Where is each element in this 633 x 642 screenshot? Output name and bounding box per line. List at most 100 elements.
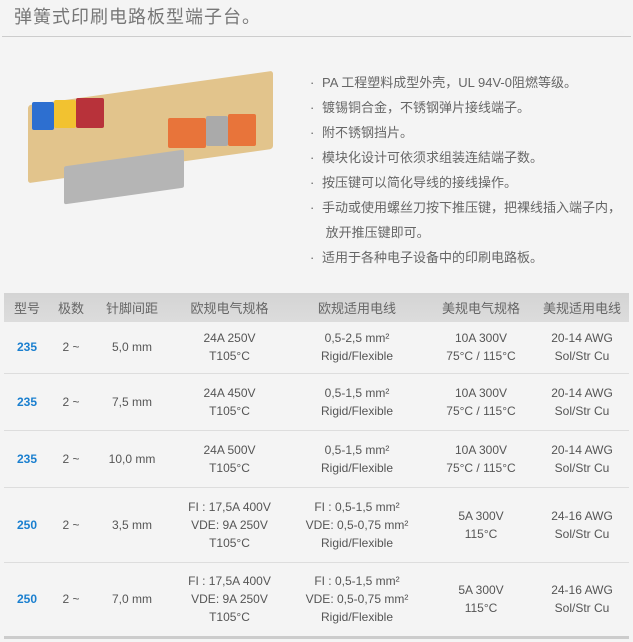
cell-line: Sol/Str Cu bbox=[554, 601, 610, 615]
cell-line: Rigid/Flexible bbox=[320, 349, 394, 364]
eu-spec-cell: FI : 17,5A 400V VDE: 9A 250V T105°C bbox=[172, 487, 287, 563]
cell-line: 0,5-2,5 mm² bbox=[324, 331, 390, 346]
eu-spec-cell: FI : 17,5A 400V VDE: 9A 250V T105°C bbox=[172, 562, 287, 639]
cell-line: Sol/Str Cu bbox=[554, 349, 610, 364]
cell-line: Sol/Str Cu bbox=[554, 403, 610, 418]
column-header: 极数 bbox=[50, 293, 92, 322]
cell-line: 24-16 AWG bbox=[551, 508, 613, 523]
cell-line: 10A 300V bbox=[454, 442, 508, 457]
cell-line: 0,5-1,5 mm² bbox=[324, 385, 390, 400]
cell-line: 10A 300V bbox=[454, 331, 508, 346]
cell-line: FI : 0,5-1,5 mm² bbox=[314, 499, 400, 514]
eu-wire-cell: 0,5-2,5 mm² Rigid/Flexible bbox=[287, 322, 427, 374]
cell-line: T105°C bbox=[209, 460, 250, 475]
cell-line: 20-14 AWG bbox=[551, 385, 613, 400]
pitch-cell: 10,0 mm bbox=[92, 430, 172, 488]
table-row: 250 2 ~3,5 mm FI : 17,5A 400V VDE: 9A 250V T… bbox=[4, 487, 629, 563]
cell-line: 24A 450V bbox=[203, 385, 256, 400]
feature-item: · 按压键可以简化导线的接线操作。 bbox=[310, 175, 518, 190]
cell-line: Sol/Str Cu bbox=[554, 460, 610, 475]
eu-wire-cell: 0,5-1,5 mm² Rigid/Flexible bbox=[287, 430, 427, 488]
feature-item: · 镀锡铜合金，不锈钢弹片接线端子。 bbox=[310, 100, 531, 115]
us-wire-cell: 24-16 AWG Sol/Str Cu bbox=[535, 487, 629, 563]
model-link[interactable]: 235 bbox=[4, 322, 50, 374]
feature-item: · 模块化设计可依须求组装连結端子数。 bbox=[310, 150, 544, 165]
feature-list: · PA 工程塑料成型外壳，UL 94V-0阻燃等级。 · 镀锡铜合金，不锈钢弹片接… bbox=[310, 70, 621, 270]
cell-line: 24-16 AWG bbox=[551, 583, 613, 597]
feature-item: · PA 工程塑料成型外壳，UL 94V-0阻燃等级。 bbox=[310, 75, 577, 90]
cell-line: Rigid/Flexible bbox=[320, 460, 394, 475]
cell-line: VDE: 0,5-0,75 mm² bbox=[305, 517, 409, 532]
us-wire-cell: 20-14 AWG Sol/Str Cu bbox=[535, 322, 629, 374]
model-link[interactable]: 235 bbox=[4, 430, 50, 488]
eu-wire-cell: FI : 0,5-1,5 mm² VDE: 0,5-0,75 mm² Rigid/F… bbox=[287, 487, 427, 563]
column-header: 欧规电气规格 bbox=[172, 293, 287, 322]
us-spec-cell: 5A 300V 115°C bbox=[427, 487, 535, 563]
page-title: 弹簧式印刷电路板型端子台。 bbox=[14, 7, 261, 27]
us-spec-cell: 10A 300V 75°C / 115°C bbox=[427, 430, 535, 488]
pitch-cell: 5,0 mm bbox=[92, 322, 172, 374]
feature-item-continued: 放开推压键即可。 bbox=[325, 225, 430, 240]
cell-line: Rigid/Flexible bbox=[320, 535, 394, 550]
cell-line: 24A 250V bbox=[203, 331, 256, 346]
poles-cell: 2 ~ bbox=[50, 430, 92, 488]
pitch-cell: 3,5 mm bbox=[92, 487, 172, 563]
eu-spec-cell: 24A 500V T105°C bbox=[172, 430, 287, 488]
cell-line: FI : 17,5A 400V bbox=[188, 574, 271, 588]
table-row: 235 2 ~7,5 mm 24A 450V T105°C 0,5-1,5 mm² Rig… bbox=[4, 373, 629, 431]
us-spec-cell: 10A 300V 75°C / 115°C bbox=[427, 322, 535, 374]
cell-line: T105°C bbox=[209, 535, 250, 550]
cell-line: 20-14 AWG bbox=[551, 442, 613, 457]
cell-line: 0,5-1,5 mm² bbox=[324, 442, 390, 457]
cell-line: Sol/Str Cu bbox=[554, 526, 610, 541]
cell-line: 115°C bbox=[464, 526, 498, 541]
cell-line: VDE: 0,5-0,75 mm² bbox=[305, 592, 409, 606]
cell-line: 20-14 AWG bbox=[551, 331, 613, 346]
eu-wire-cell: 0,5-1,5 mm² Rigid/Flexible bbox=[287, 373, 427, 431]
us-wire-cell: 24-16 AWG Sol/Str Cu bbox=[535, 562, 629, 639]
column-header: 针脚间距 bbox=[92, 293, 172, 322]
poles-cell: 2 ~ bbox=[50, 562, 92, 639]
product-image bbox=[18, 70, 280, 250]
cell-line: VDE: 9A 250V bbox=[191, 592, 268, 606]
column-header: 型号 bbox=[4, 293, 50, 322]
cell-line: FI : 0,5-1,5 mm² bbox=[314, 574, 400, 588]
us-spec-cell: 5A 300V 115°C bbox=[427, 562, 535, 639]
eu-wire-cell: FI : 0,5-1,5 mm² VDE: 0,5-0,75 mm² Rigid/F… bbox=[287, 562, 427, 639]
cell-line: 5A 300V bbox=[458, 583, 504, 597]
model-link[interactable]: 250 bbox=[4, 487, 50, 563]
column-header: 欧规适用电线 bbox=[287, 293, 427, 322]
poles-cell: 2 ~ bbox=[50, 487, 92, 563]
cell-line: 10A 300V bbox=[454, 385, 508, 400]
model-link[interactable]: 235 bbox=[4, 373, 50, 431]
cell-line: 24A 500V bbox=[203, 442, 256, 457]
cell-line: T105°C bbox=[209, 349, 250, 364]
cell-line: 75°C / 115°C bbox=[446, 460, 516, 475]
column-header: 美规适用电线 bbox=[535, 293, 629, 322]
cell-line: 75°C / 115°C bbox=[446, 403, 516, 418]
cell-line: T105°C bbox=[209, 403, 250, 418]
spec-table: 型号 极数 针脚间距 欧规电气规格 欧规适用电线 美规电气规格 美规适用电线 235 2 ~5… bbox=[4, 293, 629, 639]
table-row: 250 2 ~7,0 mm FI : 17,5A 400V VDE: 9A 250V T… bbox=[4, 562, 629, 639]
cell-line: T105°C bbox=[209, 610, 250, 624]
cell-line: FI : 17,5A 400V bbox=[188, 499, 271, 514]
cell-line: 75°C / 115°C bbox=[446, 349, 516, 364]
eu-spec-cell: 24A 250V T105°C bbox=[172, 322, 287, 374]
cell-line: Rigid/Flexible bbox=[320, 403, 394, 418]
pitch-cell: 7,5 mm bbox=[92, 373, 172, 431]
pitch-cell: 7,0 mm bbox=[92, 562, 172, 639]
cell-line: 5A 300V bbox=[458, 508, 504, 523]
table-row: 235 2 ~10,0 mm 24A 500V T105°C 0,5-1,5 mm² Ri… bbox=[4, 430, 629, 488]
table-row: 235 2 ~5,0 mm 24A 250V T105°C 0,5-2,5 mm² Rig… bbox=[4, 322, 629, 374]
us-wire-cell: 20-14 AWG Sol/Str Cu bbox=[535, 430, 629, 488]
cell-line: 115°C bbox=[464, 601, 498, 615]
cell-line: Rigid/Flexible bbox=[320, 610, 394, 624]
model-link[interactable]: 250 bbox=[4, 562, 50, 639]
column-header: 美规电气规格 bbox=[427, 293, 535, 322]
feature-item: · 适用于各种电子设备中的印刷电路板。 bbox=[310, 250, 544, 265]
poles-cell: 2 ~ bbox=[50, 322, 92, 374]
poles-cell: 2 ~ bbox=[50, 373, 92, 431]
divider bbox=[2, 36, 631, 37]
eu-spec-cell: 24A 450V T105°C bbox=[172, 373, 287, 431]
us-wire-cell: 20-14 AWG Sol/Str Cu bbox=[535, 373, 629, 431]
